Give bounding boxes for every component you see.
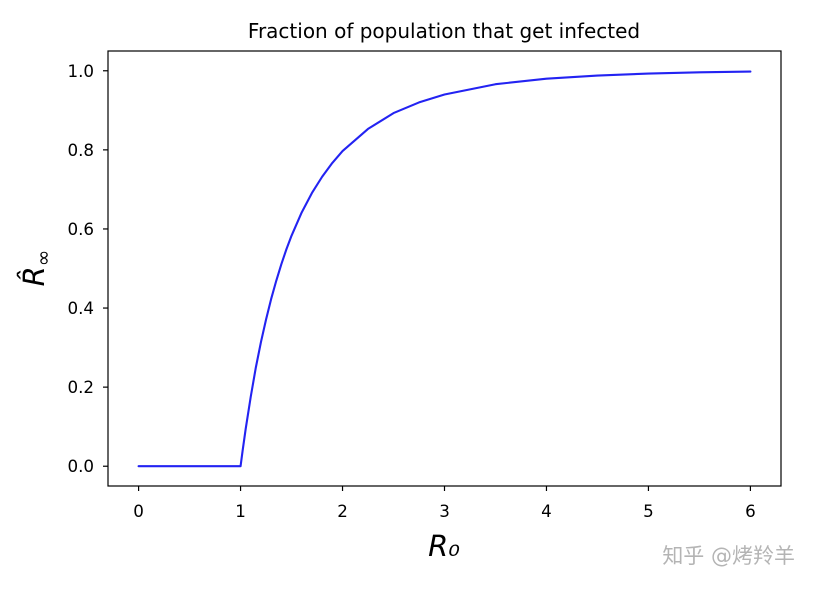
series-line xyxy=(137,70,752,468)
y-tick-label: 1.0 xyxy=(67,61,94,81)
x-tick-label: 0 xyxy=(133,501,144,521)
y-tick-label: 0.0 xyxy=(67,456,94,476)
x-tick-label: 4 xyxy=(541,501,552,521)
x-tick-label: 6 xyxy=(745,501,756,521)
x-axis-label: R₀ xyxy=(428,529,460,563)
y-axis-label-subscript: ∞ xyxy=(31,250,55,267)
y-tick-label: 0.4 xyxy=(67,298,94,318)
y-tick-label: 0.2 xyxy=(67,377,94,397)
y-axis-label: R̂∞ xyxy=(17,250,55,287)
y-axis: 0.0 0.2 0.4 0.6 0.8 1.0 xyxy=(67,61,108,476)
watermark: 知乎 @烤羚羊 xyxy=(662,544,795,568)
y-tick-label: 0.6 xyxy=(67,219,94,239)
x-tick-label: 5 xyxy=(643,501,654,521)
x-tick-label: 2 xyxy=(337,501,348,521)
x-tick-label: 3 xyxy=(439,501,450,521)
x-axis: 0 1 2 3 4 5 6 xyxy=(133,486,756,521)
x-tick-label: 1 xyxy=(235,501,246,521)
plot-area-frame xyxy=(107,50,782,487)
chart-title: Fraction of population that get infected xyxy=(248,19,640,43)
y-tick-label: 0.8 xyxy=(67,140,94,160)
y-axis-label-base: R̂ xyxy=(17,266,51,286)
